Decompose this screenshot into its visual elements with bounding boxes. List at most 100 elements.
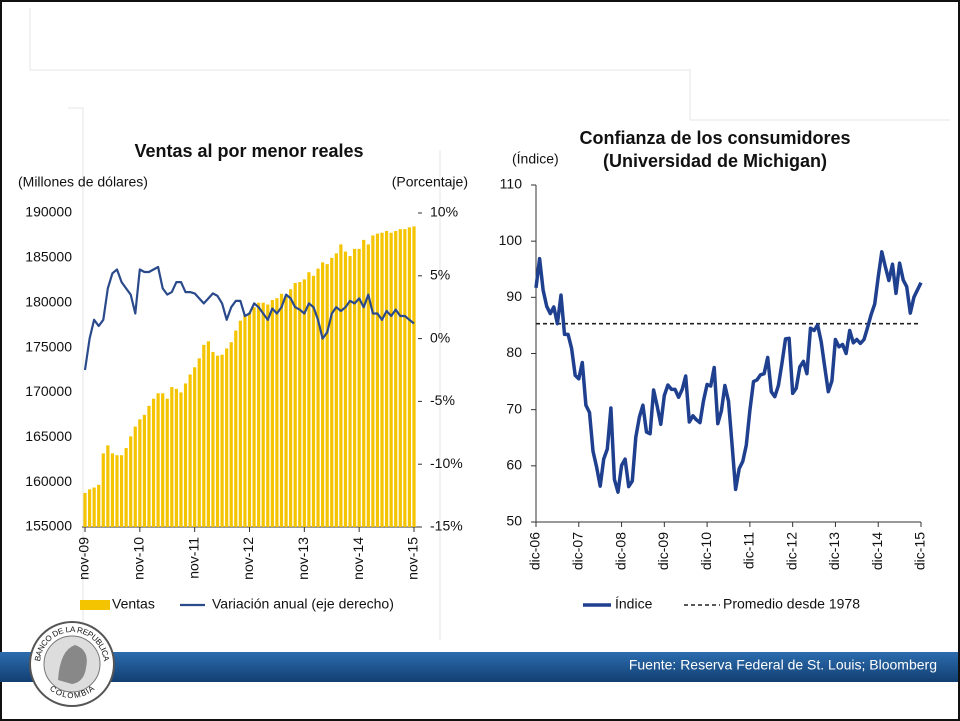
bar [124,448,128,527]
bar [97,484,101,527]
bar [284,295,288,527]
bar [334,253,338,527]
footer-band [0,652,958,682]
y-tick-label: 175000 [25,338,72,354]
y-axis-label: (Índice) [512,151,559,167]
bar [311,275,316,527]
bar [138,419,142,527]
bar [238,320,242,527]
chart-title: Confianza de los consumidores [579,128,850,148]
bar [247,312,252,527]
y2-tick-label: 0% [430,329,450,345]
bar [161,393,165,527]
logo: BANCO DE LA REPUBLICA COLOMBIA [29,621,115,707]
bar [101,453,105,527]
bar [343,251,348,527]
bar [330,257,334,527]
bar [293,282,297,527]
bar [106,445,110,527]
bar [412,226,416,527]
bar [321,262,325,527]
line [534,250,923,494]
bar [289,289,293,527]
bar [129,436,133,527]
y-tick-label: 90 [506,288,522,304]
legend-label: Ventas [112,596,155,612]
legend-label: Índice [615,596,653,612]
bar [183,383,188,527]
bar [266,304,270,527]
x-tick-label: nov-11 [185,537,201,579]
y2-tick-label: -10% [430,455,463,471]
bar [179,392,183,527]
bar [398,229,402,528]
bar [339,244,343,527]
x-tick-label: nov-09 [76,537,92,580]
bar [371,235,375,527]
bar [325,264,329,527]
bar [357,248,361,527]
y-tick-label: 80 [506,344,522,360]
bar [348,256,352,527]
bar [225,348,229,527]
bar [197,358,201,527]
x-tick-label: dic-13 [826,532,842,570]
chart-title: Ventas al por menor reales [134,141,363,161]
bar [302,279,306,527]
bar [384,230,389,527]
bar [257,302,261,527]
bar [380,232,384,528]
y-axis-label: (Millones de dólares) [18,174,148,190]
bar [394,230,398,527]
y-tick-label: 110 [500,176,523,192]
bar [215,355,220,527]
source: Fuente: Reserva Federal de St. Louis; Bl… [629,657,937,673]
bar [119,455,124,527]
bar [115,455,119,527]
bar [87,489,92,527]
bar [375,233,380,528]
bar [151,398,156,527]
bar [142,414,147,527]
line [83,265,415,371]
y2-tick-label: 5% [430,267,450,283]
x-tick-label: nov-13 [295,537,311,580]
x-tick-label: dic-06 [527,532,543,570]
bar [229,342,233,527]
y2-tick-label: -5% [430,392,455,408]
y-tick-label: 185000 [25,249,72,265]
x-tick-label: dic-14 [869,532,885,570]
bar [174,388,178,527]
bar [261,302,265,527]
legend-swatch [80,600,110,610]
bar [165,398,169,527]
x-tick-label: dic-10 [698,532,714,570]
y-tick-label: 170000 [25,383,72,399]
bar [275,298,279,527]
bar [243,315,247,527]
x-tick-label: dic-09 [655,532,671,570]
bar [147,405,151,527]
bar [202,344,206,527]
bar [403,229,407,528]
bar [83,492,87,527]
bar [133,426,137,527]
legend-label: Variación anual (eje derecho) [212,596,394,612]
x-tick-label: nov-10 [131,537,147,580]
bar [407,227,412,527]
bar [110,453,115,527]
bar [193,367,197,527]
y-tick-label: 190000 [25,204,72,220]
bar [307,272,311,527]
bar [92,487,96,527]
bar [170,387,174,527]
bar [188,374,192,527]
x-tick-label: dic-15 [912,532,928,570]
bar [389,232,393,528]
bar [298,282,302,527]
y-tick-label: 160000 [25,473,72,489]
y-tick-label: 100 [499,232,523,248]
y2-axis-label: (Porcentaje) [392,174,468,190]
y-tick-label: 70 [506,400,522,416]
